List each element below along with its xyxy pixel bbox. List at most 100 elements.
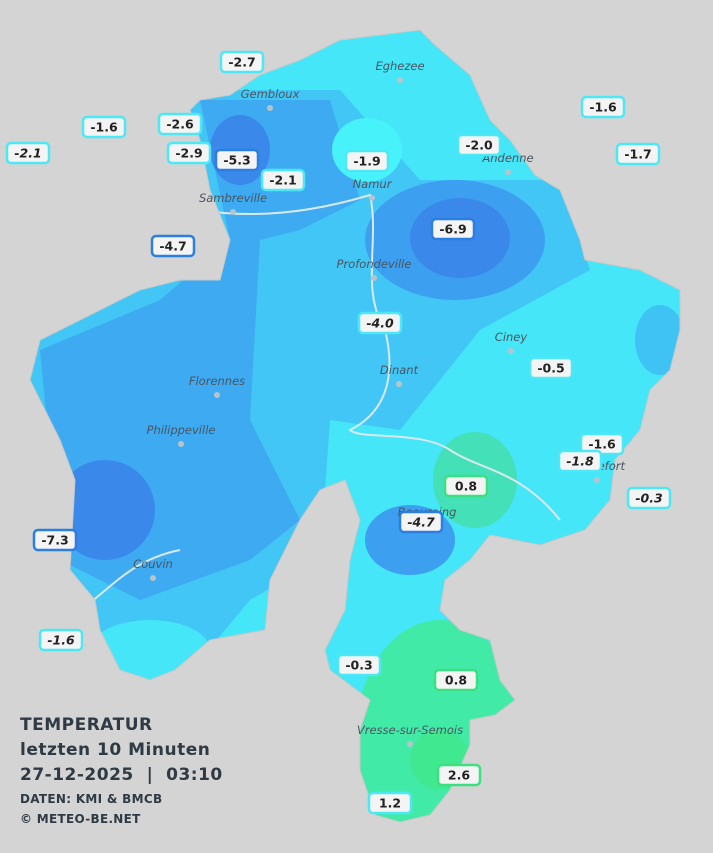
station: -2.7: [219, 50, 265, 74]
station-box: [456, 133, 502, 157]
town-dot: [230, 209, 236, 215]
station: -5.3: [214, 148, 260, 172]
station: -1.6: [579, 432, 625, 456]
station-box: [81, 115, 127, 139]
town-label: Gembloux: [241, 87, 300, 101]
station-box: [436, 763, 482, 787]
station-value: -7.3: [41, 533, 68, 548]
town-dot: [505, 169, 511, 175]
town-label: Ciney: [495, 330, 528, 344]
station-value: -5.3: [223, 153, 250, 168]
town-label: Namur: [353, 177, 393, 191]
station: -1.9: [344, 149, 390, 173]
station-value: 2.6: [448, 768, 470, 783]
town-dot: [369, 195, 375, 201]
station-box: [260, 168, 306, 192]
station-box: [150, 234, 196, 258]
station-box: [166, 141, 212, 165]
station-value: -1.6: [47, 633, 75, 648]
station: 0.8: [443, 474, 489, 498]
legend: TEMPERATUR letzten 10 Minuten 27-12-2025…: [20, 715, 222, 826]
station: -6.9: [430, 217, 476, 241]
station-box: [32, 528, 78, 552]
station-value: -2.0: [465, 138, 493, 153]
station: -7.3: [32, 528, 78, 552]
station-value: -2.1: [14, 146, 41, 161]
station-box: [615, 142, 661, 166]
station-box: [157, 112, 203, 136]
station-box: [398, 510, 444, 534]
station-box: [433, 668, 479, 692]
station-value: -1.6: [90, 120, 118, 135]
station: -0.5: [528, 356, 574, 380]
station-value: -4.0: [366, 316, 394, 331]
town-label: Philippeville: [147, 423, 216, 437]
station-box: [219, 50, 265, 74]
legend-subtitle: letzten 10 Minuten: [20, 740, 210, 760]
station-box: [626, 486, 672, 510]
station-box: [5, 141, 51, 165]
station-value: -1.6: [589, 100, 617, 115]
station-value: 0.8: [445, 673, 467, 688]
station: -1.6: [38, 628, 84, 652]
station-value: 1.2: [379, 796, 401, 811]
station-value: -0.3: [635, 491, 662, 506]
station-value: -2.6: [166, 117, 194, 132]
town-label: Dinant: [380, 363, 419, 377]
station: 2.6: [436, 763, 482, 787]
station: -1.6: [81, 115, 127, 139]
station: -2.6: [157, 112, 203, 136]
station: -0.3: [626, 486, 672, 510]
town-label: Profondeville: [337, 257, 412, 271]
station-box: [580, 95, 626, 119]
town-dot: [150, 575, 156, 581]
town-dot: [178, 441, 184, 447]
town-label: Eghezee: [375, 59, 424, 73]
station-box: [344, 149, 390, 173]
station-box: [357, 311, 403, 335]
station-box: [430, 217, 476, 241]
station: -0.3: [336, 653, 382, 677]
town-dot: [267, 105, 273, 111]
town-label: Florennes: [189, 374, 245, 388]
station: -1.6: [580, 95, 626, 119]
station-box: [367, 791, 413, 815]
town-dot: [397, 77, 403, 83]
station-value: -6.9: [439, 222, 466, 237]
station-box: [443, 474, 489, 498]
station-value: -1.6: [588, 437, 616, 452]
station-box: [528, 356, 574, 380]
town-dot: [407, 741, 413, 747]
station-value: -1.9: [353, 154, 380, 169]
town-dot: [371, 275, 377, 281]
station-value: -2.7: [228, 55, 255, 70]
station-value: 0.8: [455, 479, 477, 494]
town-label: Sambreville: [199, 191, 267, 205]
town-label: Couvin: [133, 557, 173, 571]
station-box: [336, 653, 382, 677]
station: -4.7: [150, 234, 196, 258]
town-dot: [508, 348, 514, 354]
station-value: -4.7: [407, 515, 435, 530]
station: -2.1: [5, 141, 51, 165]
station-value: -2.1: [269, 173, 296, 188]
station: -1.7: [615, 142, 661, 166]
station-value: -1.8: [566, 454, 594, 469]
town-dot: [214, 392, 220, 398]
station-box: [38, 628, 84, 652]
station-value: -1.7: [624, 147, 651, 162]
station: -2.9: [166, 141, 212, 165]
station: 0.8: [433, 668, 479, 692]
legend-source: DATEN: KMI & BMCB: [20, 792, 162, 806]
station-value: -4.7: [159, 239, 186, 254]
station-value: -2.9: [175, 146, 202, 161]
town-label: Vresse-sur-Semois: [357, 723, 463, 737]
legend-title: TEMPERATUR: [20, 715, 153, 735]
station: 1.2: [367, 791, 413, 815]
station-value: -0.3: [345, 658, 372, 673]
station: -4.7: [398, 510, 444, 534]
station: -2.1: [260, 168, 306, 192]
station: -2.0: [456, 133, 502, 157]
